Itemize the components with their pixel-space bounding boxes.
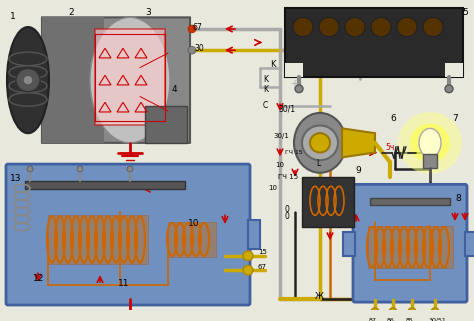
Bar <box>302 177 354 227</box>
Text: 30/51: 30/51 <box>429 317 447 321</box>
Circle shape <box>398 112 462 174</box>
Text: 7: 7 <box>452 114 458 123</box>
Text: 13: 13 <box>10 174 21 183</box>
Text: 10: 10 <box>188 219 200 228</box>
Circle shape <box>188 25 196 33</box>
Text: 5ч: 5ч <box>385 143 394 152</box>
Text: 30/1: 30/1 <box>273 133 289 139</box>
Bar <box>95 29 165 126</box>
Circle shape <box>319 17 339 37</box>
Text: 15: 15 <box>258 249 267 255</box>
Circle shape <box>16 68 40 92</box>
Text: 67: 67 <box>193 23 203 32</box>
Bar <box>465 232 474 256</box>
Text: 87: 87 <box>369 317 377 321</box>
Text: 4: 4 <box>172 85 178 94</box>
Circle shape <box>408 308 416 316</box>
Bar <box>343 232 355 256</box>
Text: 10: 10 <box>275 162 284 168</box>
FancyBboxPatch shape <box>353 184 467 302</box>
Circle shape <box>23 75 33 85</box>
Text: 8: 8 <box>455 194 461 203</box>
Bar <box>368 226 453 268</box>
FancyBboxPatch shape <box>6 164 250 305</box>
Text: 12: 12 <box>33 274 45 283</box>
Bar <box>248 220 260 249</box>
Circle shape <box>310 133 330 152</box>
Circle shape <box>397 17 417 37</box>
Circle shape <box>371 308 379 316</box>
Circle shape <box>295 85 303 93</box>
Bar <box>25 181 185 189</box>
Text: +: + <box>290 79 298 89</box>
Circle shape <box>127 166 133 172</box>
Text: 0: 0 <box>285 204 290 214</box>
Circle shape <box>243 251 253 261</box>
Circle shape <box>423 17 443 37</box>
Bar <box>145 106 187 143</box>
Text: ГЧ 15: ГЧ 15 <box>278 174 298 180</box>
Text: 9: 9 <box>355 166 361 175</box>
Text: 1: 1 <box>10 12 16 21</box>
Circle shape <box>302 126 338 160</box>
Text: C: C <box>263 101 268 110</box>
Circle shape <box>410 124 450 162</box>
Text: K: K <box>263 75 268 84</box>
Bar <box>168 222 216 257</box>
Text: 67: 67 <box>258 264 267 270</box>
Circle shape <box>243 265 253 275</box>
Text: 30/1: 30/1 <box>278 104 295 113</box>
Circle shape <box>293 17 313 37</box>
Text: K: K <box>263 85 268 94</box>
Ellipse shape <box>294 113 346 173</box>
Ellipse shape <box>7 27 49 133</box>
Text: 2: 2 <box>68 8 73 17</box>
Text: 30: 30 <box>194 44 204 53</box>
Bar <box>445 63 463 77</box>
Circle shape <box>188 46 196 54</box>
Text: Ж: Ж <box>315 292 324 301</box>
Text: 5: 5 <box>462 8 468 17</box>
FancyBboxPatch shape <box>42 17 190 143</box>
Text: 85: 85 <box>406 317 414 321</box>
Polygon shape <box>342 128 375 157</box>
Text: 10: 10 <box>268 185 277 191</box>
Bar <box>285 8 463 77</box>
Text: L: L <box>316 159 320 168</box>
Circle shape <box>445 85 453 93</box>
Bar <box>42 17 104 143</box>
Text: 86: 86 <box>387 317 395 321</box>
Text: ГЧ 15: ГЧ 15 <box>285 150 303 155</box>
Ellipse shape <box>419 128 441 157</box>
Circle shape <box>345 17 365 37</box>
Bar <box>48 215 148 264</box>
Text: 6: 6 <box>390 114 396 123</box>
Bar <box>370 198 450 204</box>
Circle shape <box>77 166 83 172</box>
Text: K: K <box>270 60 275 69</box>
Bar <box>285 63 303 77</box>
Bar <box>423 154 437 168</box>
Ellipse shape <box>90 17 170 143</box>
Text: 11: 11 <box>118 279 129 288</box>
Circle shape <box>27 166 33 172</box>
Circle shape <box>431 308 439 316</box>
Circle shape <box>389 308 397 316</box>
Circle shape <box>371 17 391 37</box>
Text: 0: 0 <box>285 213 290 221</box>
Text: 3: 3 <box>145 8 151 17</box>
